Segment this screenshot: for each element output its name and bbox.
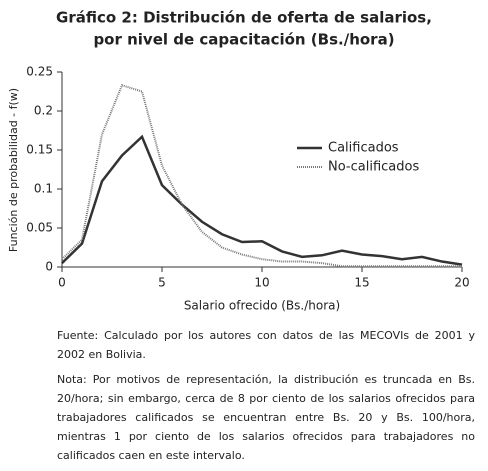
footnote: Nota: Por motivos de representación, la … (57, 373, 475, 462)
legend-label: No-calificados (328, 160, 419, 175)
series-line (61, 84, 462, 268)
x-tick-label: 5 (158, 276, 166, 290)
y-axis-label: Función de probabilidad - f(w) (7, 88, 20, 252)
series-line (61, 134, 463, 266)
y-tick-label: 0.1 (34, 182, 53, 196)
chart: Gráfico 2: Distribución de oferta de sal… (7, 9, 470, 313)
source-note: Fuente: Calculado por los autores con da… (57, 329, 475, 361)
chart-title: Gráfico 2: Distribución de oferta de sal… (56, 9, 432, 27)
x-axis-label: Salario ofrecido (Bs./hora) (184, 299, 340, 313)
x-tick-label: 15 (354, 276, 369, 290)
notes: Fuente: Calculado por los autores con da… (57, 326, 475, 471)
y-tick-label: 0.15 (26, 143, 53, 157)
legend-label: Calificados (328, 141, 399, 156)
chart-subtitle: por nivel de capacitación (Bs./hora) (93, 31, 394, 49)
x-tick-label: 20 (454, 276, 469, 290)
y-tick-label: 0.2 (34, 104, 53, 118)
x-tick-label: 0 (58, 276, 66, 290)
y-tick-label: 0.05 (26, 221, 53, 235)
x-tick-label: 10 (254, 276, 269, 290)
y-tick-label: 0.25 (26, 65, 53, 79)
y-tick-label: 0 (45, 260, 53, 274)
